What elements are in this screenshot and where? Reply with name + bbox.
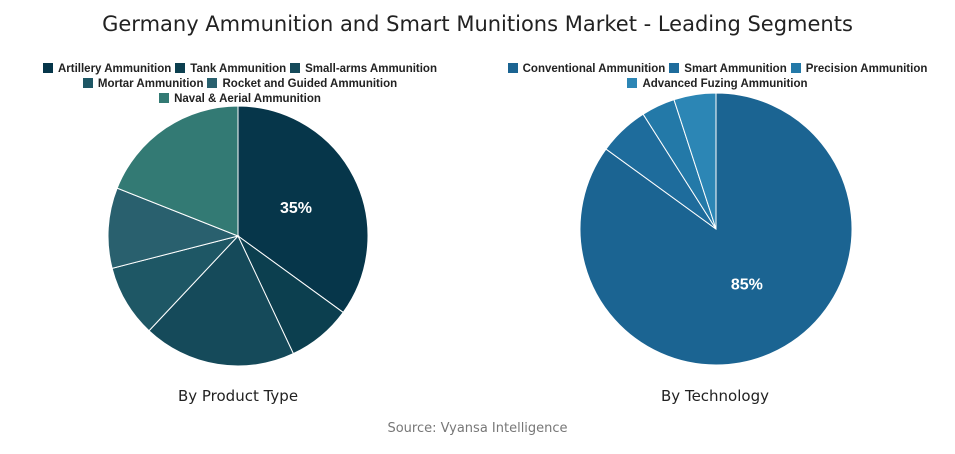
legend-label: Small-arms Ammunition — [305, 63, 437, 75]
legend-label: Rocket and Guided Ammunition — [222, 78, 398, 90]
legend-item: Precision Ammunition — [790, 62, 928, 77]
legend-label: Mortar Ammunition — [97, 78, 204, 90]
legend-label: Advanced Fuzing Ammunition — [642, 78, 808, 90]
subtitle-technology: By Technology — [661, 387, 769, 405]
legend-label: Smart Ammunition — [684, 63, 787, 75]
legend-swatch — [159, 93, 170, 103]
legend-label: Precision Ammunition — [805, 63, 928, 75]
chart-title: Germany Ammunition and Smart Munitions M… — [102, 12, 853, 36]
legend-item: Rocket and Guided Ammunition — [207, 77, 397, 92]
pie-slice-advanced-fuzing-ammunition — [673, 92, 717, 230]
legend-item: Mortar Ammunition — [82, 77, 204, 92]
legend-swatch — [627, 78, 638, 88]
legend-item: Small-arms Ammunition — [290, 62, 437, 77]
legend-swatch — [42, 63, 53, 73]
legend-swatch — [175, 63, 186, 73]
data-label: 85% — [731, 277, 763, 294]
legend-product-type: Artillery Ammunition Tank Ammunition Small… — [30, 62, 450, 107]
legend-item: Naval & Aerial Ammunition — [159, 92, 321, 107]
legend-item: Conventional Ammunition — [507, 62, 666, 77]
legend-swatch — [507, 63, 518, 73]
legend-item: Artillery Ammunition — [42, 62, 172, 77]
pie-slice-small-arms-ammunition — [148, 235, 295, 367]
data-label: 35% — [280, 200, 312, 217]
legend-swatch — [82, 78, 93, 88]
legend-label: Artillery Ammunition — [57, 63, 172, 75]
legend-label: Conventional Ammunition — [522, 63, 666, 75]
legend-swatch — [290, 63, 301, 73]
legend-swatch — [207, 78, 218, 88]
legend-swatch — [669, 63, 680, 73]
legend-item: Tank Ammunition — [175, 62, 286, 77]
subtitle-product-type: By Product Type — [177, 387, 299, 405]
pie-slice-artillery-ammunition — [237, 105, 369, 314]
legend-label: Tank Ammunition — [190, 63, 287, 75]
legend-label: Naval & Aerial Ammunition — [174, 93, 321, 105]
legend-technology: Conventional Ammunition Smart Ammunition P… — [495, 62, 940, 92]
legend-item: Advanced Fuzing Ammunition — [627, 77, 808, 92]
pie-slice-naval-aerial-ammunition — [116, 105, 239, 237]
pie-slice-rocket-and-guided-ammunition — [107, 187, 240, 269]
source-note: Source: Vyansa Intelligence — [387, 421, 568, 436]
legend-item: Smart Ammunition — [669, 62, 787, 77]
legend-swatch — [790, 63, 801, 73]
